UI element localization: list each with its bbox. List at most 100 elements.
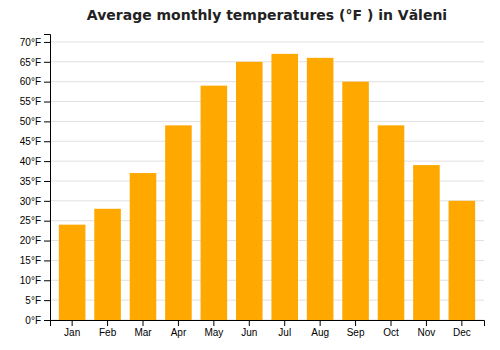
y-tick-label: 65°F — [20, 57, 41, 68]
grid-line — [50, 141, 484, 142]
y-tick-mark — [44, 62, 50, 63]
y-tick: 10°F — [20, 275, 50, 286]
x-tick-label: Aug — [311, 327, 329, 338]
y-tick: 20°F — [20, 235, 50, 246]
y-tick-label: 15°F — [20, 255, 41, 266]
x-tick-mark — [249, 320, 250, 326]
y-tick-label: 20°F — [20, 235, 41, 246]
x-tick-label: Apr — [171, 327, 187, 338]
y-tick-mark — [44, 161, 50, 162]
y-tick: 60°F — [20, 76, 50, 87]
y-tick: 45°F — [20, 136, 50, 147]
bar — [94, 209, 121, 320]
grid-line — [50, 161, 484, 162]
plot: 0°F 5°F 10°F 15°F 20°F 25°F 30°F 35°F 40°F 45°F 50… — [20, 35, 485, 339]
grid-line — [50, 61, 484, 62]
y-tick: 35°F — [20, 176, 50, 187]
y-tick-mark — [44, 280, 50, 281]
y-tick: 25°F — [20, 215, 50, 226]
y-tick-mark — [44, 102, 50, 103]
x-tick: Mar — [134, 320, 152, 338]
x-tick: Jun — [241, 320, 257, 338]
x-tick-mark — [284, 320, 285, 326]
y-tick-label: 30°F — [20, 196, 41, 207]
x-tick: Jan — [64, 320, 80, 338]
x-tick-label: Feb — [99, 327, 117, 338]
grid — [50, 42, 484, 320]
x-tick-mark — [391, 320, 392, 326]
y-tick-mark — [44, 221, 50, 222]
x-tick-mark — [107, 320, 108, 326]
chart: Average monthly temperatures (°F ) in Vă… — [0, 0, 500, 350]
y-tick-mark — [44, 320, 50, 321]
x-tick-mark — [72, 320, 73, 326]
grid-line — [50, 41, 484, 42]
x-tick: Sep — [347, 320, 365, 338]
x-tick: Nov — [418, 320, 436, 338]
y-tick-mark — [44, 141, 50, 142]
y-tick-label: 50°F — [20, 116, 41, 127]
bar — [307, 58, 334, 320]
x-tick-label: Oct — [383, 327, 399, 338]
x-tick-mark — [426, 320, 427, 326]
bar — [271, 54, 298, 320]
x-tick: Dec — [453, 320, 471, 338]
y-tick-mark — [44, 241, 50, 242]
y-tick-label: 70°F — [20, 37, 41, 48]
y-tick-mark — [44, 300, 50, 301]
x-tick-mark — [178, 320, 179, 326]
y-tick: 30°F — [20, 196, 50, 207]
x-tick-mark — [213, 320, 214, 326]
bar — [236, 62, 263, 320]
x-tick-label: Dec — [453, 327, 471, 338]
x-tick-mark — [320, 320, 321, 326]
x-tick-mark — [143, 320, 144, 326]
grid-line — [50, 101, 484, 102]
y-tick: 0°F — [25, 315, 50, 326]
bar — [201, 86, 228, 320]
x-tick-label: May — [204, 327, 223, 338]
y-tick: 5°F — [25, 295, 50, 306]
x-tick: May — [204, 320, 223, 338]
y-tick-mark — [44, 82, 50, 83]
bar — [59, 225, 86, 320]
y-axis: 0°F 5°F 10°F 15°F 20°F 25°F 30°F 35°F 40°F 45°F 50… — [20, 35, 51, 326]
y-tick-label: 10°F — [20, 275, 41, 286]
x-axis: Jan Feb Mar Apr May Jun Jul Aug Sep Oct Nov Dec — [51, 320, 485, 338]
y-tick-label: 5°F — [25, 295, 41, 306]
y-tick: 65°F — [20, 57, 50, 68]
bar — [165, 125, 192, 320]
y-tick-mark — [44, 201, 50, 202]
y-tick-label: 45°F — [20, 136, 41, 147]
y-tick: 50°F — [20, 116, 50, 127]
bars — [59, 54, 475, 320]
y-tick-mark — [44, 121, 50, 122]
y-tick: 55°F — [20, 96, 50, 107]
y-tick-label: 40°F — [20, 156, 41, 167]
bar — [413, 165, 440, 320]
y-tick-mark — [44, 181, 50, 182]
y-tick-label: 60°F — [20, 76, 41, 87]
x-axis-line — [51, 321, 485, 327]
y-axis-line — [44, 35, 51, 321]
bar — [378, 125, 405, 320]
x-tick: Jul — [278, 320, 291, 338]
y-tick: 70°F — [20, 37, 50, 48]
x-tick: Apr — [171, 320, 187, 338]
y-tick-label: 35°F — [20, 176, 41, 187]
x-tick-label: Jan — [64, 327, 80, 338]
grid-line — [50, 121, 484, 122]
y-tick: 40°F — [20, 156, 50, 167]
bar — [130, 173, 157, 320]
bar — [449, 201, 476, 320]
x-tick: Aug — [311, 320, 329, 338]
title: Average monthly temperatures (°F ) in Vă… — [87, 7, 447, 23]
x-tick-label: Sep — [347, 327, 365, 338]
x-tick-label: Nov — [418, 327, 436, 338]
x-tick-mark — [461, 320, 462, 326]
x-tick-label: Jun — [241, 327, 257, 338]
y-tick-label: 0°F — [25, 315, 41, 326]
y-tick-mark — [44, 42, 50, 43]
y-tick-label: 25°F — [20, 215, 41, 226]
grid-line — [50, 81, 484, 82]
